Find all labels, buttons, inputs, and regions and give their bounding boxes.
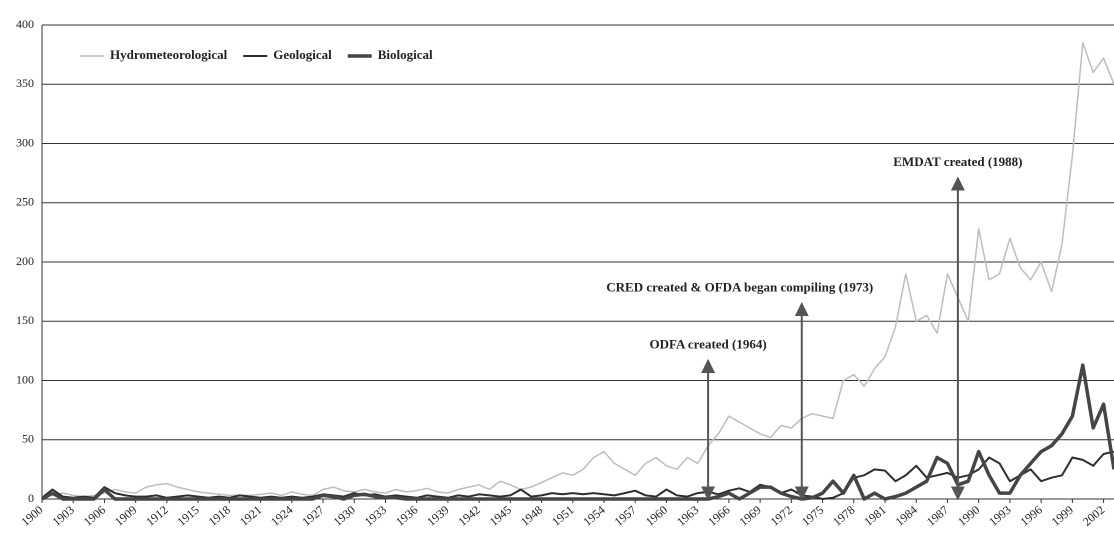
- x-tick-label: 1903: [50, 503, 77, 529]
- x-tick-label: 1945: [487, 503, 514, 529]
- y-tick-label: 200: [16, 254, 34, 268]
- x-tick-label: 1906: [81, 503, 108, 529]
- x-tick-label: 1912: [143, 503, 170, 529]
- x-tick-label: 1942: [455, 503, 482, 529]
- x-tick-label: 1951: [549, 503, 576, 529]
- y-tick-label: 0: [28, 491, 34, 505]
- x-tick-label: 1948: [518, 503, 545, 529]
- x-tick-label: 1984: [893, 503, 920, 529]
- legend-label: Geological: [273, 47, 332, 62]
- x-tick-label: 1921: [237, 503, 264, 529]
- x-tick-label: 1915: [174, 503, 201, 529]
- x-tick-label: 1933: [362, 503, 389, 529]
- x-tick-label: 1909: [112, 503, 139, 529]
- x-tick-label: 1969: [736, 503, 763, 529]
- x-tick-label: 1954: [580, 503, 607, 529]
- x-tick-label: 1939: [424, 503, 451, 529]
- x-tick-label: 1975: [799, 503, 826, 529]
- series-line: [41, 363, 1114, 501]
- x-tick-label: 1930: [331, 503, 358, 529]
- x-tick-label: 1936: [393, 503, 420, 529]
- x-tick-label: 1972: [768, 503, 795, 529]
- legend: Hydrometeorological Geological Biological: [80, 47, 433, 62]
- y-tick-label: 400: [16, 17, 34, 31]
- x-tick-label: 1987: [924, 503, 951, 529]
- x-tick-label: 1966: [705, 503, 732, 529]
- x-tick-label: 1927: [299, 503, 326, 529]
- x-tick-label: 1981: [861, 503, 888, 529]
- series-line: [41, 450, 1114, 500]
- x-tick-label: 2002: [1080, 503, 1107, 529]
- annotation-text: EMDAT created (1988): [893, 154, 1022, 169]
- x-tick-label: 1957: [612, 503, 639, 529]
- y-tick-label: 350: [16, 76, 34, 90]
- x-tick-label: 1978: [830, 503, 857, 529]
- x-tick-label: 1960: [643, 503, 670, 529]
- series-line: [41, 42, 1114, 498]
- x-tick-label: 1918: [206, 503, 233, 529]
- x-tick-label: 1900: [18, 503, 45, 529]
- y-tick-label: 250: [16, 195, 34, 209]
- x-tick-label: 1996: [1017, 503, 1044, 529]
- x-tick-label: 1993: [986, 503, 1013, 529]
- legend-label: Biological: [378, 47, 433, 62]
- legend-label: Hydrometeorological: [110, 47, 228, 62]
- x-tick-label: 1999: [1049, 503, 1076, 529]
- y-tick-label: 50: [22, 432, 34, 446]
- x-tick-label: 1963: [674, 503, 701, 529]
- x-tick-label: 1990: [955, 503, 982, 529]
- x-tick-label: 1924: [268, 503, 295, 529]
- y-tick-label: 300: [16, 135, 34, 149]
- annotation-text: ODFA created (1964): [649, 336, 766, 351]
- y-tick-label: 150: [16, 313, 34, 327]
- y-tick-label: 100: [16, 372, 34, 386]
- annotation-text: CRED created & OFDA began compiling (197…: [606, 279, 873, 294]
